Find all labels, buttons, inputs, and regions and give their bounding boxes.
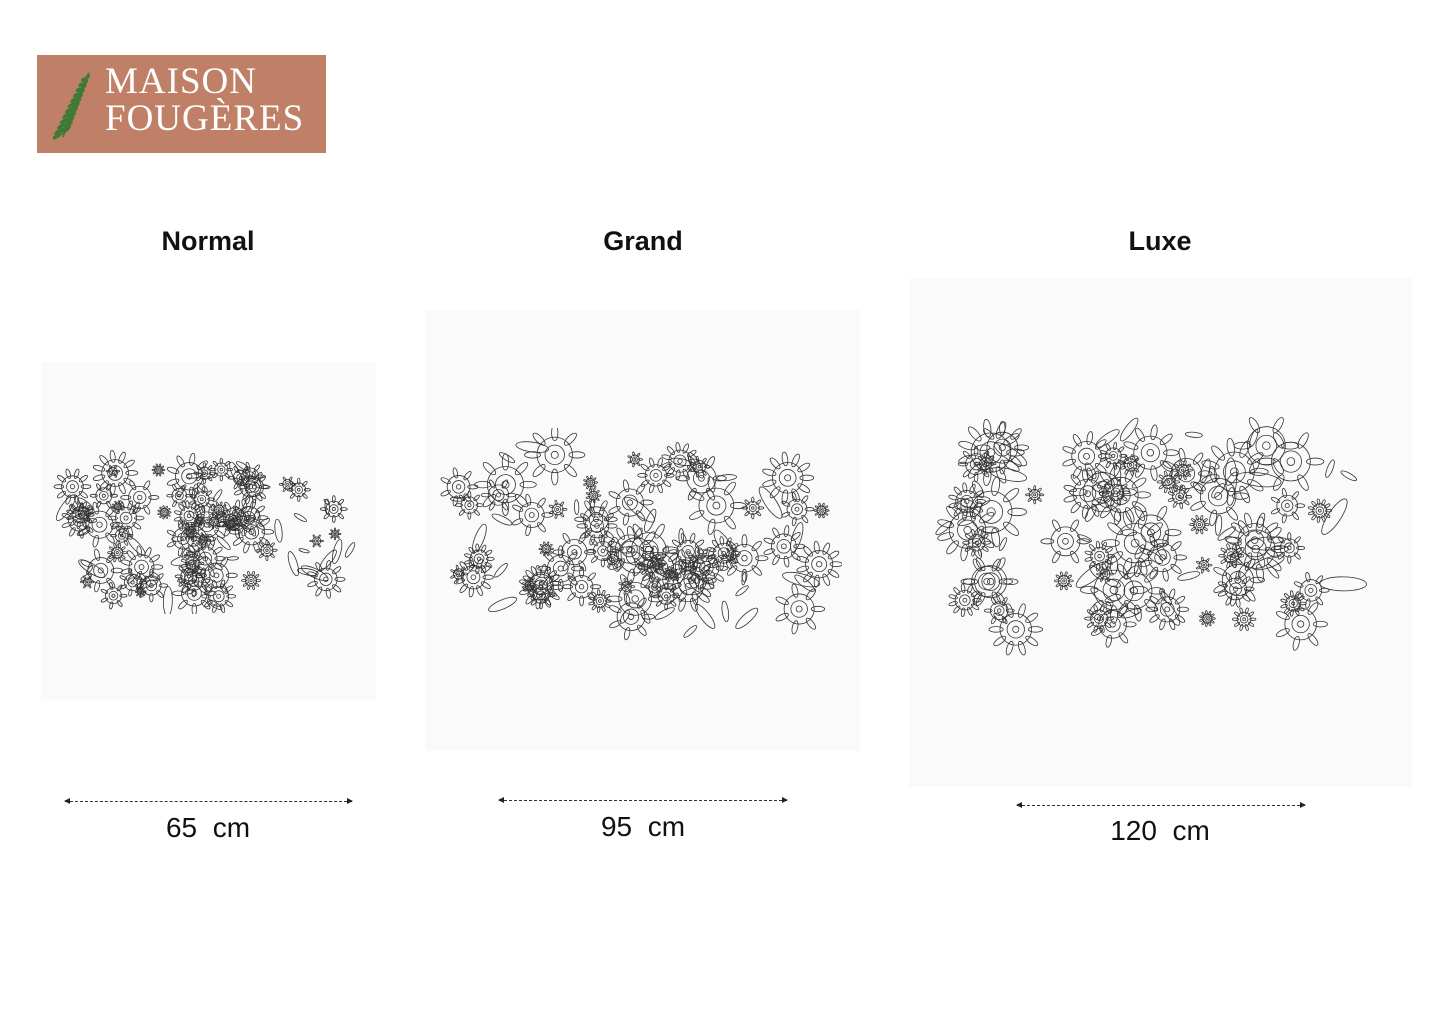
brand-line-1: MAISON (105, 61, 257, 102)
dimension-line-luxe (1016, 802, 1306, 808)
brand-logo: MAISON FOUGÈRES (37, 55, 326, 153)
size-title-luxe: Luxe (1128, 226, 1192, 256)
floral-image-grand (425, 310, 860, 751)
size-title-normal: Normal (161, 226, 255, 256)
size-label-luxe: 120 cm (1110, 815, 1210, 846)
floral-arrangement-illustration (440, 428, 842, 641)
floral-image-normal (41, 362, 376, 700)
floral-arrangement-illustration (935, 417, 1368, 656)
brand-line-2: FOUGÈRES (105, 98, 305, 139)
floral-image-luxe (909, 278, 1412, 787)
dimension-line-grand (498, 797, 788, 803)
dimension-line-normal (64, 798, 353, 804)
size-label-normal: 65 cm (165, 812, 251, 843)
fern-icon (53, 72, 91, 140)
size-title-grand: Grand (603, 226, 683, 256)
size-label-grand: 95 cm (600, 811, 686, 842)
floral-arrangement-illustration (53, 450, 356, 614)
